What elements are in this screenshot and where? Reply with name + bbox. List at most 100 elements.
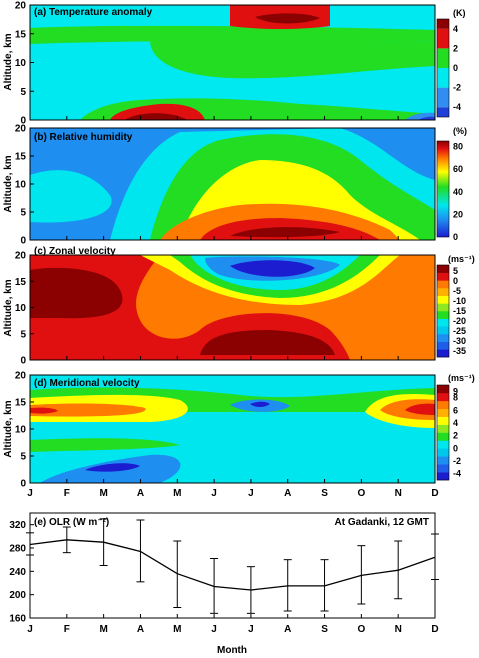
y-tick-label: 0 bbox=[20, 236, 26, 247]
colorbar-bin bbox=[437, 349, 449, 358]
colorbar-bin bbox=[437, 28, 449, 49]
month-label: M bbox=[99, 624, 107, 635]
y-tick-label: 20 bbox=[15, 1, 27, 12]
colorbar-tick-label: -4 bbox=[453, 469, 461, 479]
panel-title: (a) Temperature anomaly bbox=[34, 7, 153, 18]
y-tick-label: 20 bbox=[15, 124, 27, 135]
month-label: F bbox=[64, 488, 70, 499]
colorbar-bin bbox=[437, 424, 449, 433]
colorbar-tick-label: -35 bbox=[453, 346, 466, 356]
y-tick-label: 15 bbox=[15, 29, 27, 40]
x-tick-marks bbox=[29, 614, 436, 618]
y-tick-label: 5 bbox=[20, 329, 26, 340]
month-label: J bbox=[211, 488, 217, 499]
colorbar-bin bbox=[437, 392, 449, 402]
y-tick-label: 20 bbox=[15, 371, 27, 382]
colorbar-bin bbox=[437, 341, 449, 350]
panel-title: (e) OLR (W m⁻²) bbox=[34, 517, 109, 528]
colorbar: 0 20 40 60 80 bbox=[453, 142, 463, 242]
colorbar-bin bbox=[437, 107, 449, 117]
month-label: D bbox=[431, 488, 438, 499]
y-axis-label-d: Altitude, km bbox=[3, 400, 14, 457]
colorbar-tick-label: -2 bbox=[453, 83, 461, 93]
y-tick-label: 15 bbox=[15, 152, 27, 163]
y-tick-label: 20 bbox=[15, 251, 27, 262]
x-tick-marks bbox=[29, 479, 436, 483]
y-tick-label: 5 bbox=[20, 208, 26, 219]
colorbar-tick-label: -2 bbox=[453, 456, 461, 466]
y-tick-label: 10 bbox=[15, 58, 27, 69]
panel-relative-humidity: 0 5 10 15 20 (b) Relative humidity 0 20 40 60 80… bbox=[15, 124, 467, 247]
month-label: O bbox=[357, 488, 365, 499]
month-label: M bbox=[99, 488, 107, 499]
month-label: S bbox=[321, 624, 328, 635]
colorbar-bin bbox=[437, 326, 449, 335]
colorbar-bin bbox=[437, 272, 449, 281]
colorbar-tick-label: 0 bbox=[453, 443, 458, 453]
month-label: F bbox=[64, 624, 70, 635]
colorbar-bin bbox=[437, 408, 449, 417]
colorbar-tick-label: 8 bbox=[453, 393, 458, 403]
y-tick-label: 240 bbox=[9, 567, 26, 578]
y-tick-label: 5 bbox=[20, 452, 26, 463]
zonal-field bbox=[30, 255, 435, 360]
colorbar-bin bbox=[437, 68, 449, 88]
month-label: A bbox=[137, 488, 144, 499]
colorbar-tick-label: -5 bbox=[453, 286, 461, 296]
colorbar-tick-label: 80 bbox=[453, 142, 463, 152]
month-label: A bbox=[284, 624, 291, 635]
month-label: A bbox=[137, 624, 144, 635]
colorbar-units: (K) bbox=[453, 8, 466, 18]
y-tick-label: 0 bbox=[20, 116, 26, 127]
y-tick-label: 160 bbox=[9, 614, 26, 625]
colorbar-units: (ms⁻¹) bbox=[448, 373, 475, 383]
colorbar-tick-label: 6 bbox=[453, 405, 458, 415]
y-tick-label: 10 bbox=[15, 180, 27, 191]
colorbar-bin bbox=[437, 295, 449, 304]
meridional-field bbox=[30, 375, 435, 483]
colorbar-bin bbox=[437, 288, 449, 296]
colorbar-bin bbox=[437, 472, 449, 481]
month-label: M bbox=[173, 624, 181, 635]
panel-title: (d) Meridional velocity bbox=[34, 378, 140, 389]
y-tick-label: 280 bbox=[9, 544, 26, 555]
colorbar-bin bbox=[437, 464, 449, 473]
month-label: J bbox=[27, 488, 33, 499]
colorbar: -4 -2 0 2 4 bbox=[436, 18, 461, 118]
colorbar-tick-label: 5 bbox=[453, 266, 458, 276]
panel-temperature-anomaly: 0 5 10 15 20 (a) Temperature anomaly -4 -2 0 2 4… bbox=[15, 1, 466, 127]
panel-title: (b) Relative humidity bbox=[34, 132, 133, 143]
month-label: N bbox=[395, 488, 402, 499]
y-axis-label-c: Altitude, km bbox=[3, 279, 14, 336]
error-bars bbox=[26, 518, 439, 614]
month-label: M bbox=[173, 488, 181, 499]
colorbar-tick-label: -25 bbox=[453, 326, 466, 336]
colorbar-bin bbox=[437, 87, 449, 108]
colorbar-bin bbox=[437, 48, 449, 68]
colorbar-tick-label: 60 bbox=[453, 164, 463, 174]
colorbar-tick-label: 20 bbox=[453, 209, 463, 219]
y-ticks: 0 5 10 15 20 bbox=[15, 124, 34, 247]
y-tick-label: 0 bbox=[20, 356, 26, 367]
colorbar-bin bbox=[437, 265, 449, 273]
x-tick-marks bbox=[29, 236, 436, 240]
x-axis-label: Month bbox=[217, 645, 247, 656]
colorbar-bin bbox=[437, 19, 449, 29]
month-label: O bbox=[357, 624, 365, 635]
colorbar-tick-label: 4 bbox=[453, 418, 458, 428]
colorbar-bin bbox=[437, 440, 449, 449]
colorbar-tick-label: 4 bbox=[453, 24, 458, 34]
y-tick-label: 15 bbox=[15, 398, 27, 409]
colorbar-units: (ms⁻¹) bbox=[448, 254, 475, 264]
colorbar-bin bbox=[437, 456, 449, 465]
colorbar-tick-label: 40 bbox=[453, 187, 463, 197]
colorbar-bin bbox=[437, 280, 449, 289]
colorbar-bin bbox=[437, 303, 449, 312]
y-tick-label: 0 bbox=[20, 479, 26, 490]
humidity-field bbox=[30, 128, 435, 240]
